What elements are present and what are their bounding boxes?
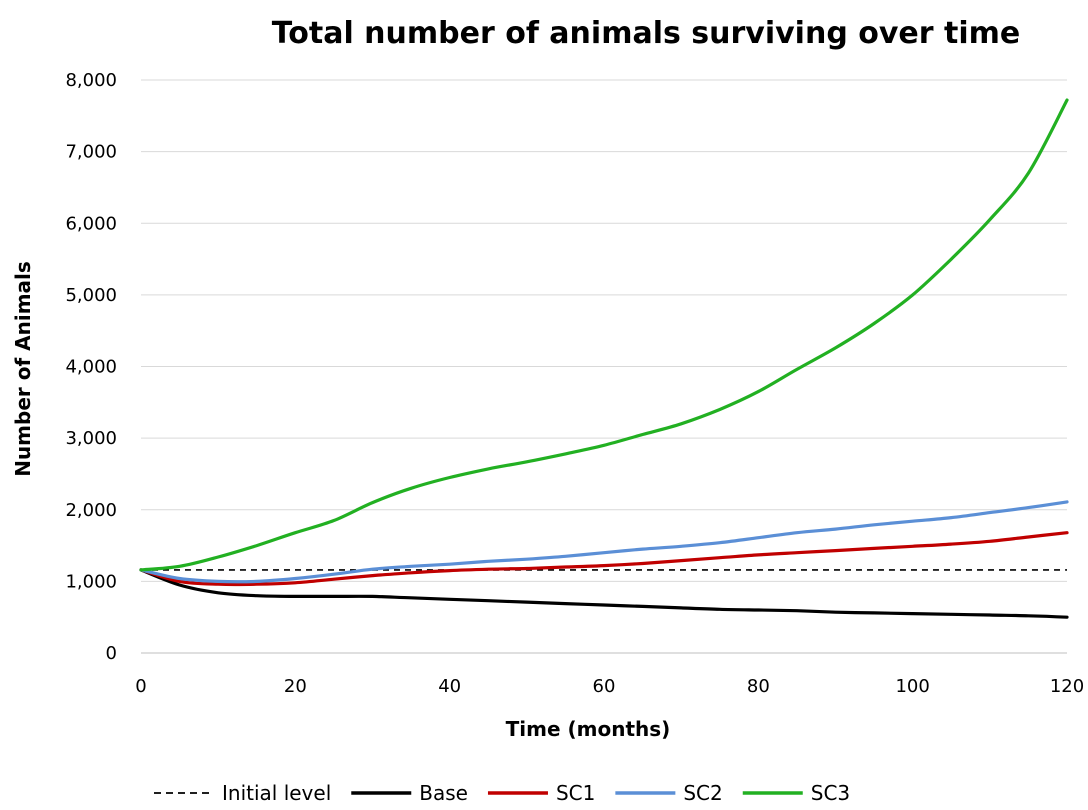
legend-label: Base: [419, 781, 468, 805]
legend-label: SC1: [556, 781, 595, 805]
legend: Initial level Base SC1 SC2 SC3: [154, 781, 850, 805]
series-line-sc3: [139, 98, 1069, 572]
y-tick-label: 5,000: [65, 285, 117, 306]
y-tick-label: 6,000: [65, 213, 117, 234]
chart-title: Total number of animals surviving over t…: [272, 16, 1020, 51]
x-tick-label: 40: [438, 676, 461, 697]
y-axis-title: Number of Animals: [11, 261, 35, 477]
x-tick-label: 60: [593, 676, 616, 697]
legend-label: Initial level: [222, 781, 331, 805]
y-tick-labels: 0 1,000 2,000 3,000 4,000 5,000 6,000 7,000 8,00…: [65, 70, 117, 664]
legend-label: SC3: [811, 781, 850, 805]
series-line-sc2: [139, 500, 1069, 584]
series-line-sc1: [139, 531, 1069, 587]
grid-lines: [141, 79, 1067, 582]
series-line-base: [139, 568, 1069, 619]
x-tick-labels: 0 20 40 60 80 100 120: [135, 676, 1084, 697]
x-tick-label: 120: [1050, 676, 1084, 697]
x-tick-label: 80: [747, 676, 770, 697]
y-tick-label: 3,000: [65, 428, 117, 449]
x-axis-title: Time (months): [506, 717, 671, 741]
y-tick-label: 4,000: [65, 357, 117, 378]
legend-label: SC2: [683, 781, 722, 805]
series-lines: [139, 98, 1069, 619]
y-tick-label: 2,000: [65, 500, 117, 521]
x-tick-label: 100: [895, 676, 929, 697]
y-tick-label: 7,000: [65, 142, 117, 163]
x-tick-label: 0: [135, 676, 146, 697]
y-tick-label: 0: [106, 643, 117, 664]
y-tick-label: 8,000: [65, 70, 117, 91]
x-tick-label: 20: [284, 676, 307, 697]
y-tick-label: 1,000: [65, 571, 117, 592]
